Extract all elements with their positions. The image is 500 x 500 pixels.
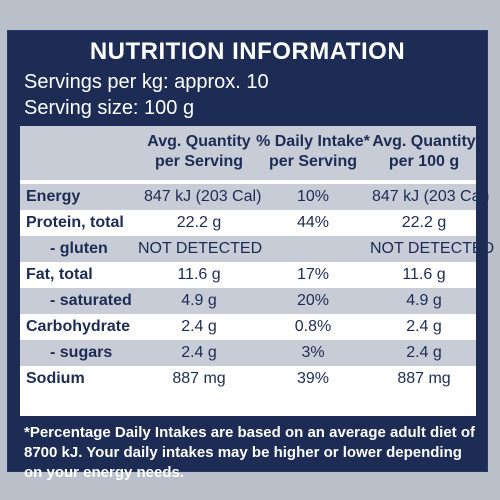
per-serving-value: 4.9 g (181, 292, 217, 309)
table-row: Sodium 887 mg 39% 887 mg (20, 366, 476, 392)
nutrition-table: Avg. Quantity per Serving % Daily Intake… (20, 126, 494, 416)
per-100g-value: 2.4 g (406, 344, 442, 361)
per-100g-value: NOT DETECTED (370, 240, 495, 257)
row-label: - gluten (50, 240, 108, 257)
header-avg-per-100g: Avg. Quantity per 100 g (372, 132, 476, 172)
per-serving-value: 2.4 g (181, 318, 217, 335)
header-line: per 100 g (388, 153, 460, 170)
row-label: Energy (26, 188, 81, 205)
table-row: Carbohydrate 2.4 g 0.8% 2.4 g (20, 314, 476, 340)
header-daily-intake: % Daily Intake* per Serving (254, 132, 372, 172)
daily-intake-value: 17% (296, 266, 330, 283)
daily-intake-value: 39% (296, 370, 330, 387)
row-label: - saturated (50, 292, 132, 309)
header-line: Avg. Quantity (147, 133, 251, 150)
table-row: - gluten NOT DETECTED NOT DETECTED (20, 236, 494, 262)
per-serving-value: 887 mg (172, 370, 226, 387)
row-label: Carbohydrate (26, 318, 131, 335)
per-100g-value: 4.9 g (406, 292, 442, 309)
per-serving-value: 847 kJ (203 Cal) (144, 188, 262, 205)
table-row: Energy 847 kJ (203 Cal) 10% 847 kJ (203 … (20, 184, 490, 210)
per-serving-value: 2.4 g (181, 344, 217, 361)
table-row: - saturated 4.9 g 20% 4.9 g (20, 288, 476, 314)
row-label: Fat, total (26, 266, 93, 283)
per-serving-value: 11.6 g (177, 266, 221, 283)
table-row: Protein, total 22.2 g 44% 22.2 g (20, 210, 476, 236)
daily-intake-value: 20% (296, 292, 330, 309)
serving-size: Serving size: 100 g (24, 97, 195, 119)
per-100g-value: 11.6 g (402, 266, 446, 283)
daily-intake-value: 3% (301, 344, 325, 361)
header-avg-per-serving: Avg. Quantity per Serving (144, 132, 254, 172)
servings-per-kg: Servings per kg: approx. 10 (24, 71, 269, 93)
table-row: Fat, total 11.6 g 17% 11.6 g (20, 262, 476, 288)
per-serving-value: NOT DETECTED (138, 240, 263, 257)
header-line: % Daily Intake* (256, 133, 370, 150)
daily-intake-footnote: *Percentage Daily Intakes are based on a… (24, 424, 476, 481)
per-serving-value: 22.2 g (176, 214, 222, 231)
panel-title: NUTRITION INFORMATION (89, 38, 406, 65)
daily-intake-value: 44% (296, 214, 330, 231)
row-label: Sodium (26, 370, 85, 387)
per-100g-value: 847 kJ (203 Cal) (372, 188, 490, 205)
row-label: Protein, total (26, 214, 124, 231)
row-label: - sugars (50, 344, 113, 361)
per-100g-value: 22.2 g (401, 214, 447, 231)
per-100g-value: 2.4 g (406, 318, 442, 335)
header-line: Avg. Quantity (372, 133, 476, 150)
daily-intake-value: 0.8% (294, 318, 332, 335)
table-row: - sugars 2.4 g 3% 2.4 g (20, 340, 476, 366)
header-line: per Serving (154, 153, 244, 170)
daily-intake-value: 10% (296, 188, 330, 205)
per-100g-value: 887 mg (397, 370, 451, 387)
nutrition-panel: NUTRITION INFORMATION Servings per kg: a… (7, 30, 494, 481)
header-line: per Serving (268, 153, 358, 170)
table-header: Avg. Quantity per Serving % Daily Intake… (20, 126, 476, 180)
